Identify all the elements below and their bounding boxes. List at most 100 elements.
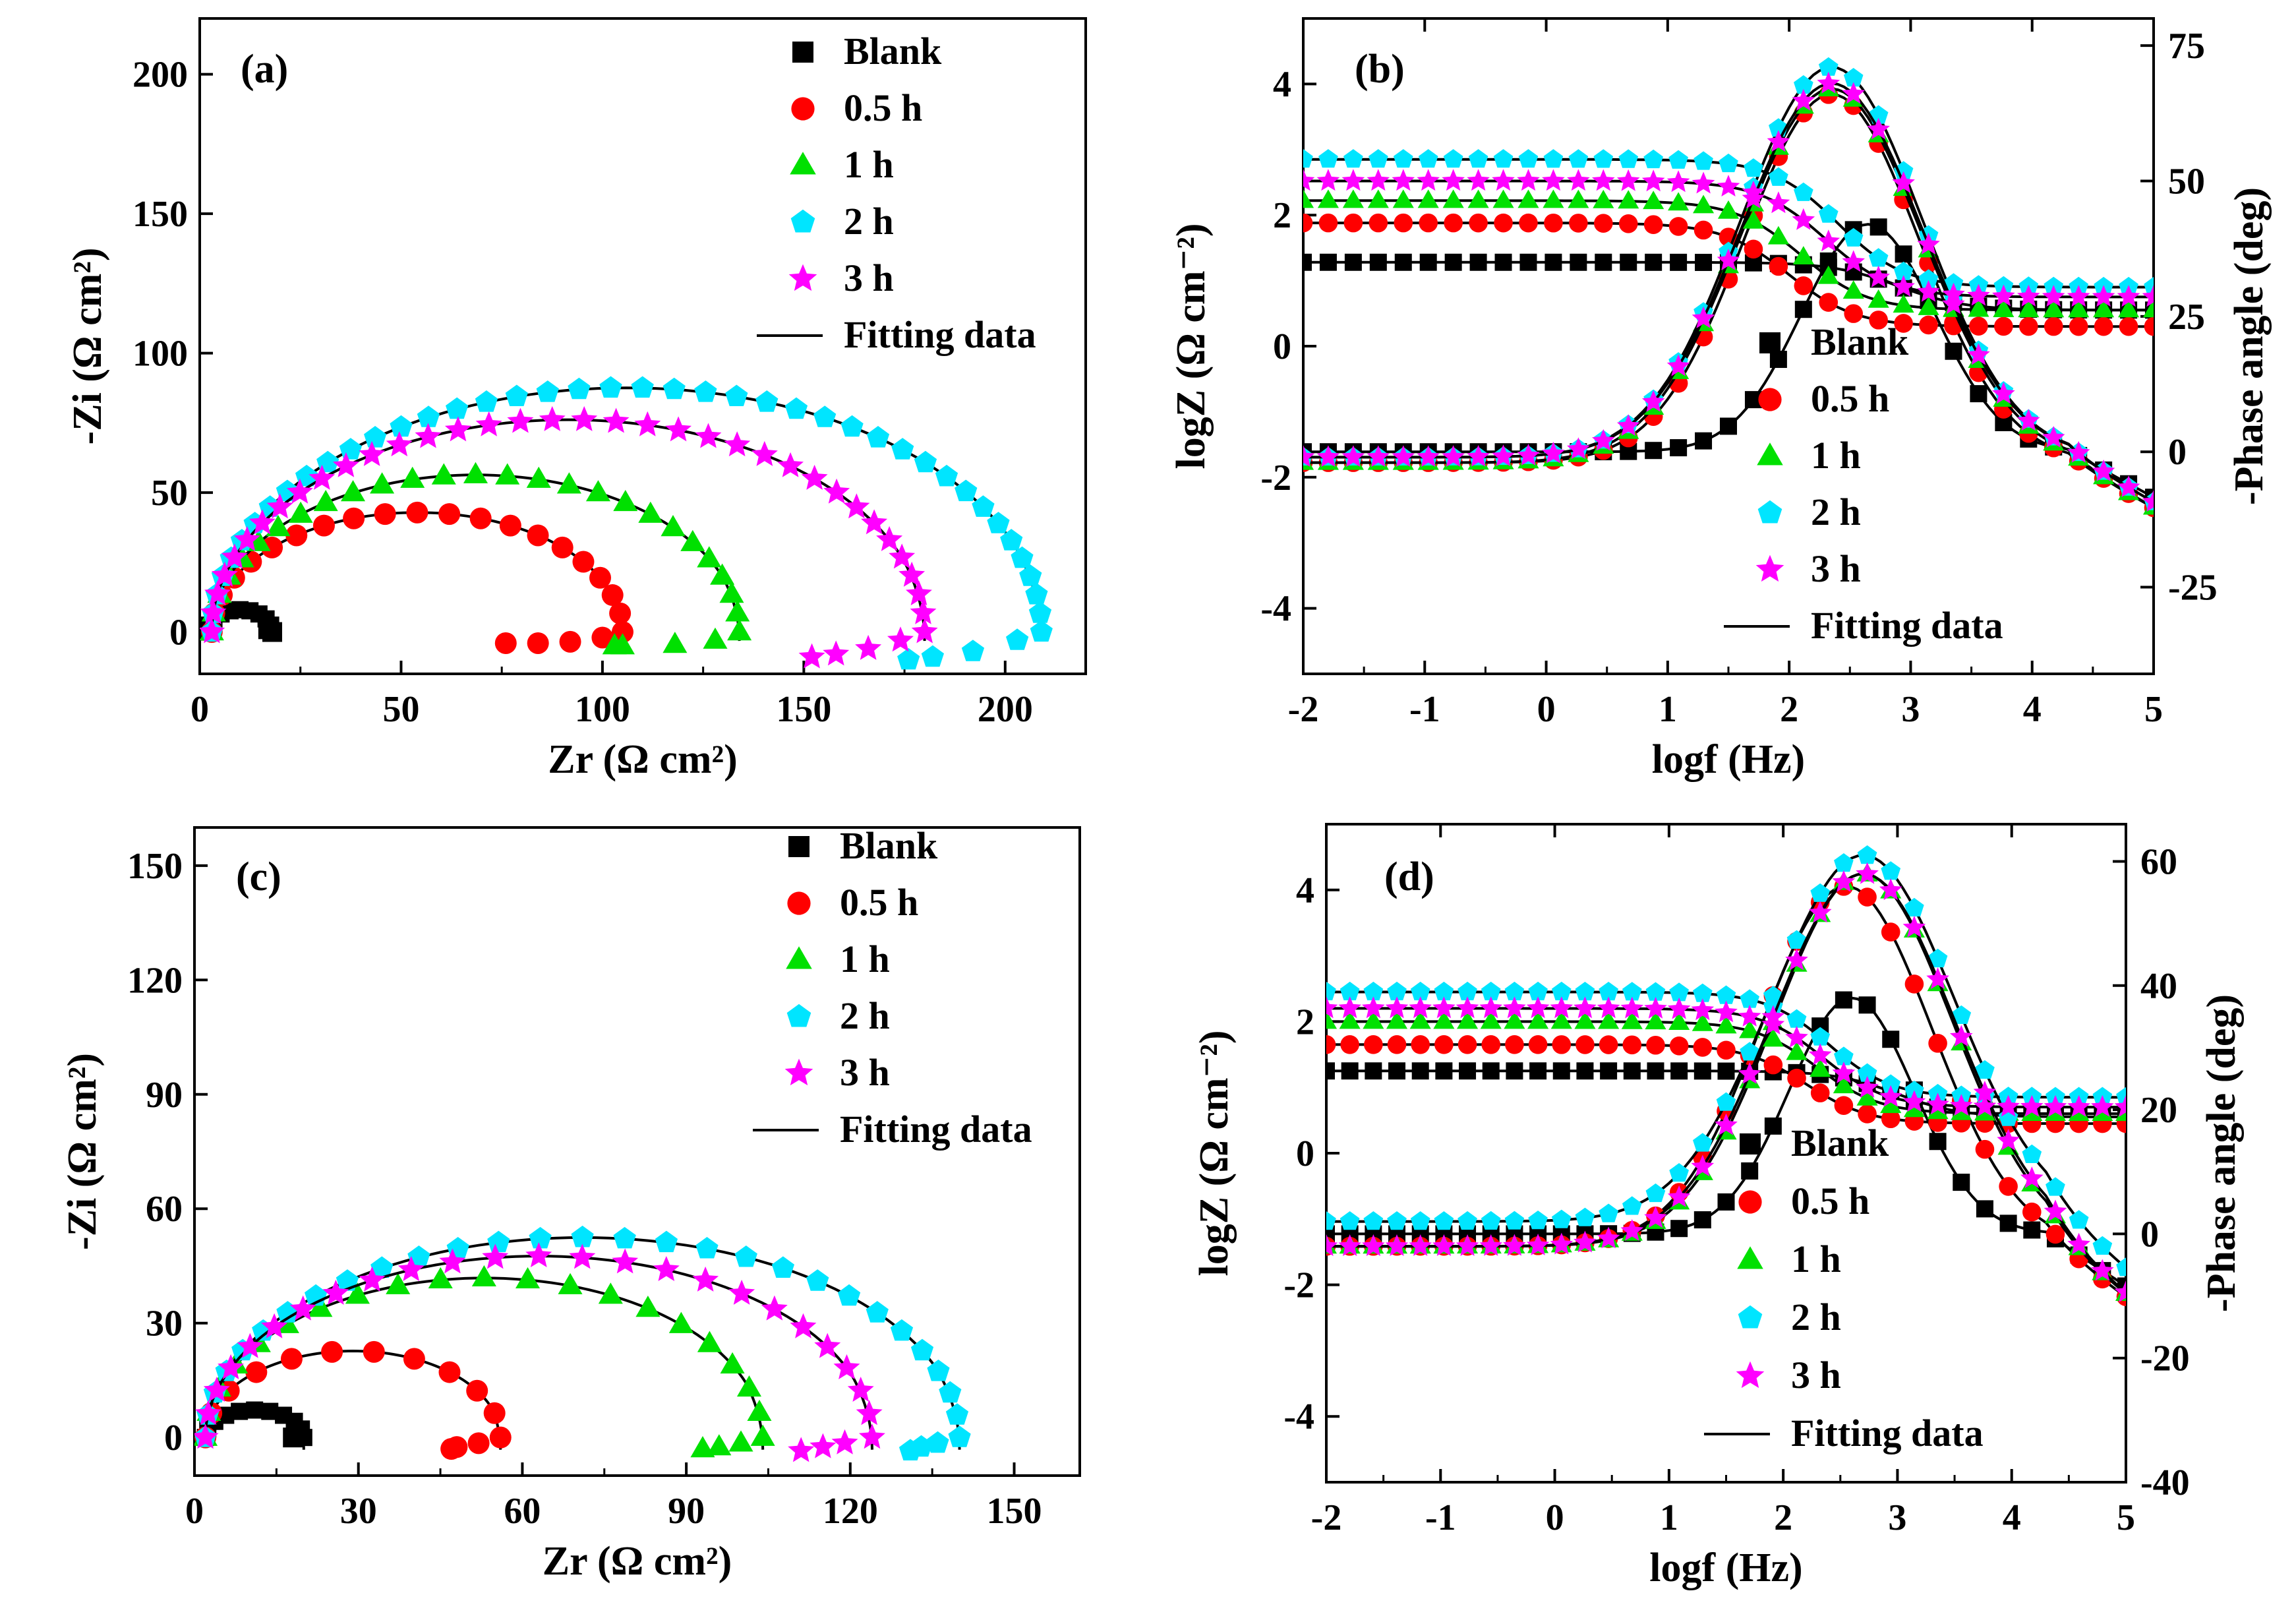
data-point [927,1360,950,1381]
data-point [237,1333,264,1358]
data-point [1738,1062,1761,1084]
y-tick-label: 200 [132,55,188,96]
y-tick-label: 150 [127,846,183,887]
data-point [1504,981,1525,1001]
data-point [200,599,227,624]
data-point [1481,981,1501,1001]
data-point [1409,1010,1431,1029]
data-point [1755,555,1784,582]
data-point [1819,293,1839,312]
data-point [1519,253,1537,271]
data-point [612,1248,639,1274]
data-point [1740,1133,1761,1155]
data-point [1951,1005,1972,1024]
data-point [1668,192,1690,211]
data-point [1386,1010,1408,1029]
data-point [1692,306,1715,328]
data-point [761,1295,788,1321]
data-point [843,493,870,519]
legend-entry: 0.5 h [1791,1180,1869,1222]
data-point [221,543,248,569]
data-point [1576,1062,1594,1080]
data-point [261,1313,288,1338]
data-point [1668,217,1688,236]
data-point [750,1424,775,1446]
data-point [417,405,440,427]
x-tick-label: 90 [668,1491,705,1532]
data-point [1365,1062,1382,1080]
data-point [1620,1219,1644,1241]
data-point [1715,1015,1737,1034]
data-point [1869,218,1887,236]
data-point [343,507,365,529]
data-point [1968,298,1989,317]
data-point [1529,1062,1547,1080]
data-point [1442,445,1465,467]
data-point [1000,529,1023,551]
data-point [1343,213,1363,233]
data-point [551,536,574,558]
y-tick-label: 0 [164,1418,183,1458]
data-point [1973,1095,1997,1117]
data-point [1442,189,1464,208]
data-point [1592,429,1615,451]
data-point [386,1273,411,1294]
x-tick-label: 60 [504,1491,541,1532]
data-point [833,1354,860,1379]
y-axis-label: -Zi (Ω cm²) [60,1053,105,1250]
data-point [695,423,722,448]
data-point [1867,265,1890,287]
y-axis-label: logZ (Ω cm⁻²) [1169,224,1214,469]
y-tick-label: -2 [1283,1265,1314,1306]
data-point [1719,153,1738,173]
y-axis-label: -Zi (Ω cm²) [65,248,110,445]
data-point [1817,265,1839,284]
data-point [955,479,978,502]
data-point [309,464,336,490]
data-point [1856,862,1879,884]
y-tick-label: 0 [1296,1133,1314,1174]
data-point [599,376,622,398]
data-point [720,1352,745,1374]
data-point [1945,342,1962,360]
legend-entry: Blank [840,824,938,867]
plot-frame [1302,17,2155,675]
data-point [1342,189,1364,208]
data-point [556,472,581,494]
data-point [734,1245,757,1267]
data-point [1758,388,1782,411]
data-point [1550,1010,1572,1029]
data-point [1574,1010,1596,1029]
data-point [707,1434,732,1456]
data-point [1417,189,1439,208]
data-point [527,632,549,654]
legend-entry: Blank [1791,1122,1889,1164]
chart-panel-b: -2 -1 0 1 2 3 4 5 -4 -2 0 2 4 -25 0 25 50 75 logf (Hz) logZ… [1169,17,2272,782]
data-point [1999,1177,2018,1196]
fit-curve [210,386,1043,642]
data-point [2018,299,2040,318]
data-point [1994,316,2013,336]
data-point [2067,1232,2090,1255]
data-point [1526,1234,1550,1255]
data-point [1717,175,1740,196]
data-point [1737,1246,1763,1269]
data-point [1917,280,1940,302]
data-point [2116,1257,2126,1276]
data-point [1767,191,1790,214]
data-point [1388,1062,1406,1080]
data-point [914,450,937,473]
data-point [1857,1063,1877,1082]
data-point [245,1361,268,1383]
data-point [788,264,817,291]
y-tick-label: 2 [1296,1002,1314,1042]
data-point [2069,1210,2089,1229]
data-point [2114,1095,2126,1117]
data-point [467,1432,490,1455]
data-point [1794,182,1813,201]
data-point [1670,1220,1688,1238]
x-tick-label: 1 [1659,689,1677,730]
y2-tick-label: 60 [2140,841,2177,882]
x-tick-label: 30 [340,1491,377,1532]
data-point [1622,982,1642,1001]
